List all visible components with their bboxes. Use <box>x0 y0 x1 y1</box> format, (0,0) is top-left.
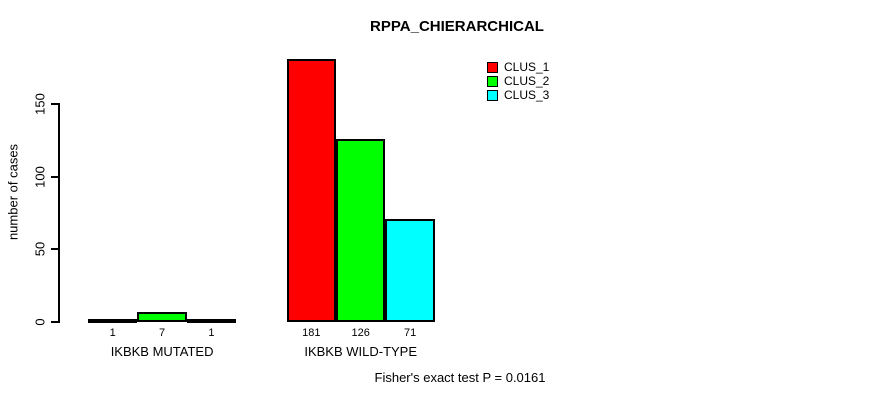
bar-clus_2-group2 <box>336 138 386 322</box>
legend: CLUS_1 CLUS_2 CLUS_3 <box>487 60 550 104</box>
footer-note: Fisher's exact test P = 0.0161 <box>374 370 546 385</box>
bar-clus_1-group2 <box>286 58 336 322</box>
legend-item: CLUS_1 <box>487 60 550 74</box>
legend-label: CLUS_2 <box>504 74 550 88</box>
bar-value-label: 1 <box>109 327 116 339</box>
y-tick-label: 0 <box>32 318 48 326</box>
bar-clus_3-group1 <box>186 319 237 323</box>
bar-value-label: 71 <box>403 327 417 339</box>
legend-swatch-icon <box>487 62 498 73</box>
bar-value-label: 181 <box>302 327 321 339</box>
y-tick-label: 50 <box>32 242 48 257</box>
bar-value-label: 126 <box>351 327 370 339</box>
y-axis-tick <box>51 103 59 105</box>
legend-item: CLUS_2 <box>487 74 550 88</box>
y-tick-label: 100 <box>32 165 48 188</box>
chart-title: RPPA_CHIERARCHICAL <box>370 18 544 35</box>
legend-swatch-icon <box>487 76 498 87</box>
legend-swatch-icon <box>487 90 498 101</box>
y-axis-tick <box>51 175 59 178</box>
y-axis-tick <box>51 248 59 251</box>
y-axis-label: number of cases <box>5 143 21 241</box>
bar-clus_3-group2 <box>385 218 435 322</box>
bar-value-label: 1 <box>208 327 215 339</box>
y-axis-line <box>58 103 60 323</box>
bar-clus_1-group1 <box>88 319 138 323</box>
bar-clus_2-group1 <box>137 311 187 322</box>
legend-item: CLUS_3 <box>487 88 550 102</box>
y-axis-tick <box>51 321 59 323</box>
y-tick-label: 150 <box>32 93 48 115</box>
x-category-label: IKBKB MUTATED <box>110 344 214 359</box>
bar-value-label: 7 <box>159 327 166 339</box>
legend-label: CLUS_3 <box>504 88 550 102</box>
legend-label: CLUS_1 <box>504 60 550 74</box>
x-category-label: IKBKB WILD-TYPE <box>304 344 418 359</box>
